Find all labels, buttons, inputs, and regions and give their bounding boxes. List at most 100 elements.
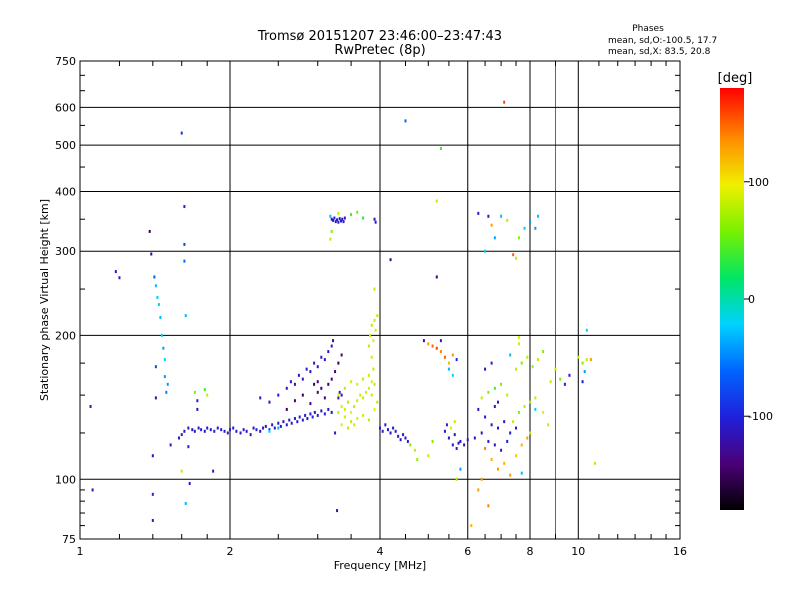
data-point bbox=[337, 393, 340, 397]
data-point bbox=[427, 454, 430, 458]
data-point bbox=[490, 223, 493, 227]
data-point bbox=[332, 218, 335, 222]
data-point bbox=[220, 428, 223, 432]
data-point bbox=[187, 445, 190, 449]
data-point bbox=[372, 339, 375, 343]
x-tick-label: 2 bbox=[227, 545, 234, 558]
data-point bbox=[212, 469, 215, 473]
data-point bbox=[330, 410, 333, 414]
data-point bbox=[285, 386, 288, 390]
data-point bbox=[373, 287, 376, 291]
data-point bbox=[484, 367, 487, 371]
data-point bbox=[183, 205, 186, 209]
data-point bbox=[356, 399, 359, 403]
data-point bbox=[397, 434, 400, 438]
data-point bbox=[316, 413, 319, 417]
data-point bbox=[453, 433, 456, 437]
data-point bbox=[216, 426, 219, 430]
data-point bbox=[463, 443, 466, 447]
data-point bbox=[338, 390, 341, 394]
data-point bbox=[153, 275, 156, 279]
data-point bbox=[327, 407, 330, 411]
data-point bbox=[512, 253, 515, 257]
data-point bbox=[583, 370, 586, 374]
data-point bbox=[370, 355, 373, 359]
data-point bbox=[279, 424, 282, 428]
data-point bbox=[503, 420, 506, 424]
data-point bbox=[455, 477, 458, 481]
data-point bbox=[350, 410, 353, 414]
data-point bbox=[166, 382, 169, 386]
data-point bbox=[329, 237, 332, 241]
data-point bbox=[277, 393, 280, 397]
data-point bbox=[338, 217, 341, 221]
data-point bbox=[373, 382, 376, 386]
data-point bbox=[296, 420, 299, 424]
data-point bbox=[529, 220, 531, 224]
data-point bbox=[362, 377, 365, 381]
data-point bbox=[451, 353, 454, 357]
y-tick-label: 300 bbox=[55, 245, 76, 258]
data-point bbox=[455, 358, 458, 362]
data-point bbox=[334, 370, 337, 374]
data-point bbox=[529, 400, 531, 404]
data-point bbox=[341, 217, 344, 221]
data-point bbox=[293, 399, 296, 403]
data-point bbox=[399, 438, 402, 442]
data-point bbox=[439, 339, 442, 343]
data-point bbox=[439, 350, 442, 354]
data-point bbox=[183, 242, 186, 246]
colorbar bbox=[720, 88, 744, 510]
data-point bbox=[365, 390, 368, 394]
data-point bbox=[340, 404, 343, 408]
data-point bbox=[451, 443, 454, 447]
colorbar-tick-label: 0 bbox=[748, 293, 755, 306]
data-point bbox=[487, 504, 490, 508]
grid-lines bbox=[80, 61, 680, 539]
data-point bbox=[337, 361, 340, 365]
data-point bbox=[229, 428, 231, 432]
data-point bbox=[320, 355, 323, 359]
data-point bbox=[333, 216, 336, 220]
x-axis-label: Frequency [MHz] bbox=[334, 559, 426, 572]
data-point bbox=[449, 426, 452, 430]
data-point bbox=[512, 420, 515, 424]
data-point bbox=[381, 429, 384, 433]
data-point bbox=[203, 429, 206, 433]
data-point bbox=[515, 367, 518, 371]
data-point bbox=[470, 524, 473, 528]
y-tick-label: 100 bbox=[55, 473, 76, 486]
phases-x-stats: mean, sd,X: 83.5, 20.8 bbox=[608, 47, 711, 57]
data-point bbox=[200, 428, 203, 432]
data-point bbox=[311, 415, 314, 419]
data-point bbox=[386, 428, 389, 432]
data-point bbox=[370, 380, 373, 384]
y-tick-label: 75 bbox=[62, 533, 76, 546]
data-point bbox=[529, 431, 531, 435]
data-point bbox=[191, 428, 194, 432]
data-point bbox=[517, 236, 520, 240]
data-point bbox=[342, 220, 345, 224]
data-point bbox=[163, 375, 166, 379]
data-point bbox=[197, 426, 200, 430]
data-point bbox=[496, 467, 499, 471]
data-point bbox=[183, 429, 186, 433]
data-point bbox=[520, 471, 523, 475]
data-point bbox=[509, 353, 512, 357]
data-point bbox=[509, 431, 512, 435]
data-point bbox=[301, 393, 304, 397]
data-point bbox=[305, 367, 308, 371]
x-tick-marks: 1 2 4 6 8 10 16 bbox=[77, 61, 687, 558]
data-point bbox=[581, 380, 584, 384]
data-point bbox=[330, 344, 333, 348]
data-point bbox=[118, 276, 121, 280]
data-point bbox=[316, 390, 319, 394]
data-point bbox=[293, 417, 296, 421]
data-point bbox=[343, 216, 346, 220]
data-point bbox=[466, 438, 469, 442]
data-point bbox=[320, 386, 323, 390]
data-point bbox=[148, 229, 151, 233]
data-point bbox=[404, 119, 407, 123]
data-point bbox=[549, 380, 552, 384]
data-point bbox=[389, 431, 392, 435]
